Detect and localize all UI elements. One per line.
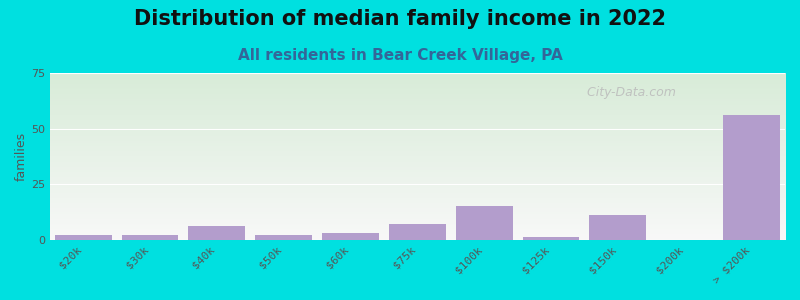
Bar	[189, 226, 246, 240]
Text: All residents in Bear Creek Village, PA: All residents in Bear Creek Village, PA	[238, 48, 562, 63]
Text: Distribution of median family income in 2022: Distribution of median family income in …	[134, 9, 666, 29]
Bar	[522, 237, 579, 240]
Bar	[322, 233, 379, 240]
Bar	[456, 206, 513, 240]
Bar	[255, 235, 312, 240]
Bar	[590, 215, 646, 240]
Y-axis label: families: families	[15, 132, 28, 181]
Bar	[122, 235, 178, 240]
Text: City-Data.com: City-Data.com	[579, 86, 676, 99]
Bar	[54, 235, 111, 240]
Bar	[389, 224, 446, 240]
Bar	[723, 115, 780, 240]
